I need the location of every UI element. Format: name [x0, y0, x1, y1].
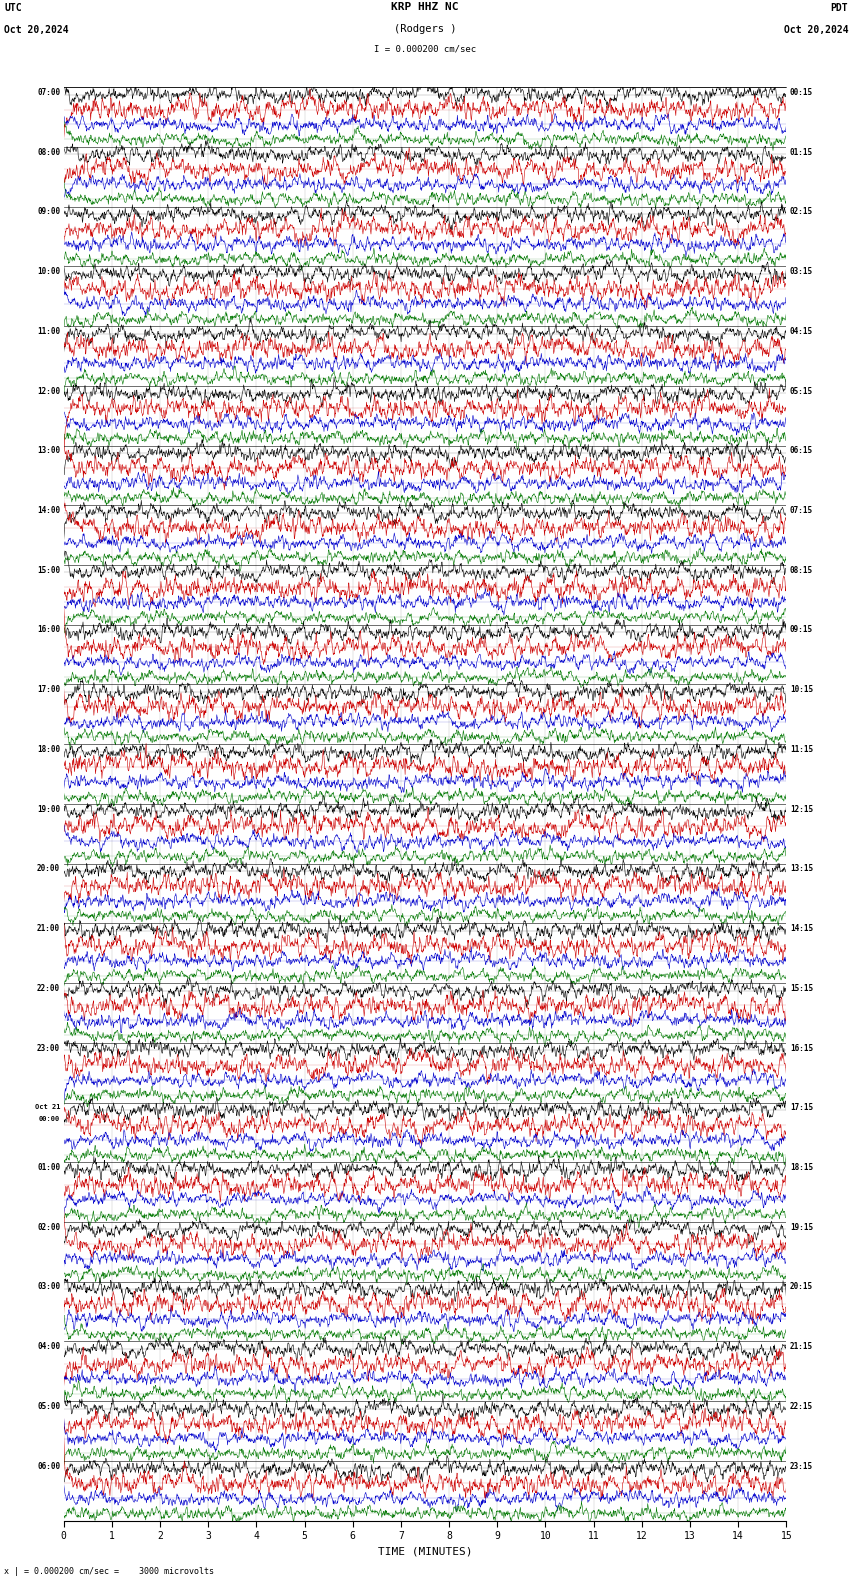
Text: 14:15: 14:15: [790, 923, 813, 933]
Text: 17:15: 17:15: [790, 1104, 813, 1112]
Text: I = 0.000200 cm/sec: I = 0.000200 cm/sec: [374, 44, 476, 54]
Text: 13:15: 13:15: [790, 865, 813, 873]
Text: 01:15: 01:15: [790, 147, 813, 157]
Text: Oct 20,2024: Oct 20,2024: [4, 25, 69, 35]
Text: 11:15: 11:15: [790, 744, 813, 754]
Text: 09:00: 09:00: [37, 208, 60, 217]
Text: 03:00: 03:00: [37, 1283, 60, 1291]
Text: 19:15: 19:15: [790, 1223, 813, 1232]
Text: UTC: UTC: [4, 3, 22, 13]
Text: 23:00: 23:00: [37, 1044, 60, 1052]
Text: 08:00: 08:00: [37, 147, 60, 157]
Text: 19:00: 19:00: [37, 805, 60, 814]
Text: 07:00: 07:00: [37, 87, 60, 97]
Text: 08:15: 08:15: [790, 565, 813, 575]
Text: 11:00: 11:00: [37, 326, 60, 336]
Text: 18:15: 18:15: [790, 1163, 813, 1172]
Text: 05:15: 05:15: [790, 386, 813, 396]
Text: 21:15: 21:15: [790, 1342, 813, 1351]
Text: 16:15: 16:15: [790, 1044, 813, 1052]
Text: 02:00: 02:00: [37, 1223, 60, 1232]
Text: 06:15: 06:15: [790, 447, 813, 455]
Text: 10:15: 10:15: [790, 686, 813, 694]
Text: 16:00: 16:00: [37, 626, 60, 635]
Text: 13:00: 13:00: [37, 447, 60, 455]
Text: 23:15: 23:15: [790, 1462, 813, 1470]
Text: 18:00: 18:00: [37, 744, 60, 754]
Text: 00:15: 00:15: [790, 87, 813, 97]
X-axis label: TIME (MINUTES): TIME (MINUTES): [377, 1546, 473, 1557]
Text: 12:15: 12:15: [790, 805, 813, 814]
Text: x | = 0.000200 cm/sec =    3000 microvolts: x | = 0.000200 cm/sec = 3000 microvolts: [4, 1567, 214, 1576]
Text: 20:15: 20:15: [790, 1283, 813, 1291]
Text: 00:00: 00:00: [39, 1117, 60, 1121]
Text: 17:00: 17:00: [37, 686, 60, 694]
Text: 04:00: 04:00: [37, 1342, 60, 1351]
Text: 15:00: 15:00: [37, 565, 60, 575]
Text: 01:00: 01:00: [37, 1163, 60, 1172]
Text: 02:15: 02:15: [790, 208, 813, 217]
Text: 22:00: 22:00: [37, 984, 60, 993]
Text: 14:00: 14:00: [37, 505, 60, 515]
Text: PDT: PDT: [830, 3, 848, 13]
Text: 20:00: 20:00: [37, 865, 60, 873]
Text: 07:15: 07:15: [790, 505, 813, 515]
Text: 21:00: 21:00: [37, 923, 60, 933]
Text: 03:15: 03:15: [790, 268, 813, 276]
Text: 22:15: 22:15: [790, 1402, 813, 1411]
Text: Oct 20,2024: Oct 20,2024: [784, 25, 848, 35]
Text: 04:15: 04:15: [790, 326, 813, 336]
Text: 05:00: 05:00: [37, 1402, 60, 1411]
Text: 06:00: 06:00: [37, 1462, 60, 1470]
Text: 12:00: 12:00: [37, 386, 60, 396]
Text: (Rodgers ): (Rodgers ): [394, 24, 456, 33]
Text: 15:15: 15:15: [790, 984, 813, 993]
Text: KRP HHZ NC: KRP HHZ NC: [391, 2, 459, 11]
Text: 09:15: 09:15: [790, 626, 813, 635]
Text: 10:00: 10:00: [37, 268, 60, 276]
Text: Oct 21: Oct 21: [35, 1104, 60, 1110]
